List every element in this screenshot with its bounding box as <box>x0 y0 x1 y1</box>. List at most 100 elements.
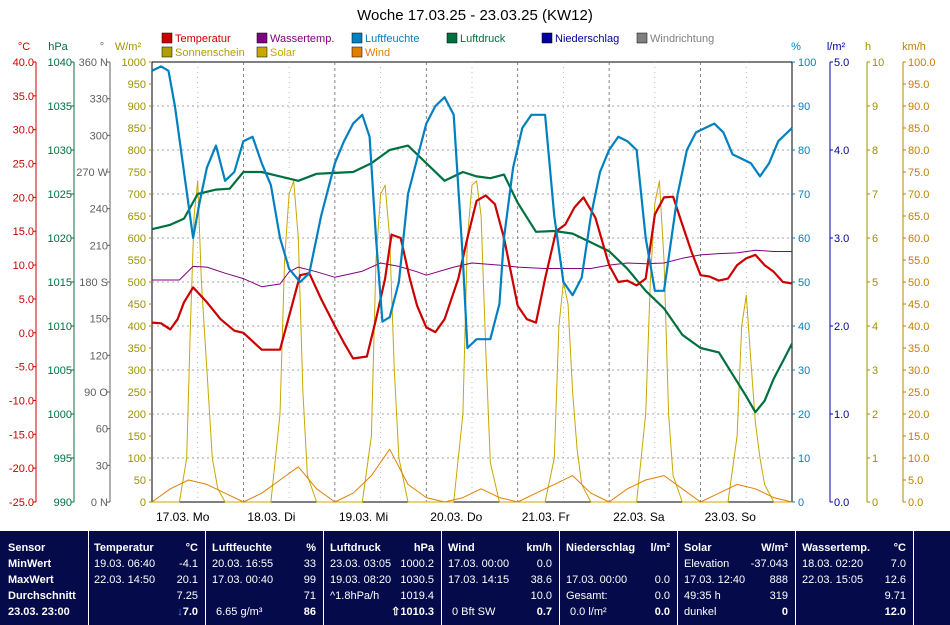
y-tick-label: 1 <box>872 453 878 465</box>
legend-swatch <box>636 32 648 44</box>
header-wind-unit: km/h <box>526 542 552 554</box>
y-tick-label: 6 <box>872 233 878 245</box>
y-tick-label: 4.0 <box>834 145 849 157</box>
header-pressure-unit: hPa <box>413 542 434 554</box>
row-label-min: MinWert <box>8 558 52 570</box>
header-temperature: Temperatur <box>94 542 154 554</box>
y-tick-label: 0.0 <box>19 328 34 340</box>
series-line-wassertemp <box>152 249 792 288</box>
y-tick-label: 995 <box>54 453 72 465</box>
legend-label: Niederschlag <box>555 33 619 45</box>
wind-max-time: 17.03. 14:15 <box>448 574 510 586</box>
temp-average: 7.25 <box>176 590 198 602</box>
header-rain: Niederschlag <box>566 542 636 554</box>
y-tick-label: 700 <box>128 189 146 201</box>
legend-label: Sonnenschein <box>175 47 245 59</box>
chart-legend: Temperatur Wassertemp. Luftfeuchte Luftdruc… <box>161 32 714 59</box>
legend-label: Wind <box>365 47 390 59</box>
header-pressure: Luftdruck <box>330 542 381 554</box>
y-axis-unit: °C <box>18 41 30 53</box>
press-average: 1019.4 <box>400 590 434 602</box>
y-tick-label: 9 <box>872 101 878 113</box>
y-tick-label: 2 <box>872 409 878 421</box>
hum-min-value: 33 <box>303 558 316 570</box>
rain-total: 0.0 <box>654 590 670 602</box>
y-tick-label: 25.0 <box>908 387 929 399</box>
y-tick-label: 0 <box>798 497 804 509</box>
solar-max-value: 888 <box>769 574 788 586</box>
temp-current: 7.0 <box>182 606 198 618</box>
y-tick-label: 300 <box>128 365 146 377</box>
press-trend: ^1.8hPa/h <box>330 590 380 602</box>
water-min-time: 18.03. 02:20 <box>802 558 864 570</box>
y-tick-label: 240 <box>90 204 108 216</box>
y-tick-label: 400 <box>128 321 146 333</box>
y-tick-label: -10.0 <box>9 395 34 407</box>
hum-min-time: 20.03. 16:55 <box>212 558 274 570</box>
y-tick-label: 650 <box>128 211 146 223</box>
y-tick-label: 20.0 <box>13 192 34 204</box>
y-tick-label: 500 <box>128 277 146 289</box>
y-tick-label: 40.0 <box>13 57 34 69</box>
y-tick-label: 50.0 <box>908 277 929 289</box>
y-tick-label: 60 <box>96 424 108 436</box>
y-tick-label: 3.0 <box>834 233 849 245</box>
solar-max-time: 17.03. 12:40 <box>684 574 746 586</box>
y-tick-label: 750 <box>128 167 146 179</box>
y-tick-label: 5.0 <box>834 57 849 69</box>
y-axis-unit: W/m² <box>115 41 142 53</box>
y-tick-label: 5.0 <box>908 475 923 487</box>
y-tick-label: 70.0 <box>908 189 929 201</box>
y-tick-label: 2.0 <box>834 321 849 333</box>
series-line-solar <box>152 180 792 503</box>
solar-average: 319 <box>769 590 788 602</box>
y-tick-label: 950 <box>128 79 146 91</box>
y-tick-label: 330 <box>90 94 108 106</box>
y-tick-label: 0.0 <box>908 497 923 509</box>
y-tick-label: 5.0 <box>19 294 34 306</box>
y-tick-label: 30.0 <box>908 365 929 377</box>
y-tick-label: 1.0 <box>834 409 849 421</box>
y-tick-label: 65.0 <box>908 211 929 223</box>
y-tick-label: 0 <box>872 497 878 509</box>
y-tick-label: 90.0 <box>908 101 929 113</box>
hum-current: 86 <box>303 606 316 618</box>
solar-elevation-label: Elevation <box>684 558 730 570</box>
rain-rate: 0.0 l/m² <box>570 606 607 618</box>
header-water-temp: Wassertemp. <box>802 542 871 554</box>
y-tick-label: 200 <box>128 409 146 421</box>
plot-area <box>151 65 793 503</box>
solar-current: 0 <box>781 606 788 618</box>
y-tick-label: 40.0 <box>908 321 929 333</box>
wind-max-value: 38.6 <box>530 574 552 586</box>
y-tick-label: 150 <box>90 314 108 326</box>
y-axis-unit: ° <box>100 41 104 53</box>
water-average: 9.71 <box>884 590 906 602</box>
y-tick-label: 100 <box>128 453 146 465</box>
solar-sun-hours: 49:35 h <box>684 590 721 602</box>
y-tick-label: 90 <box>798 101 810 113</box>
legend-label: Luftfeuchte <box>365 33 419 45</box>
y-tick-label: 95.0 <box>908 79 929 91</box>
y-tick-label: 50 <box>134 475 146 487</box>
y-tick-label: 0 <box>140 497 146 509</box>
y-tick-label: 100.0 <box>908 57 936 69</box>
water-current: 12.0 <box>884 606 906 618</box>
series-line-wind <box>151 448 793 503</box>
wind-average: 10.0 <box>530 590 552 602</box>
y-tick-label: 10.0 <box>908 453 929 465</box>
solar-elevation: -37.043 <box>750 558 788 570</box>
header-water-temp-unit: °C <box>893 542 906 554</box>
header-solar: Solar <box>684 542 712 554</box>
y-tick-label: 30.0 <box>13 125 34 137</box>
y-tick-label: 30 <box>798 365 810 377</box>
x-tick-label: 17.03. Mo <box>156 510 210 524</box>
temp-trend-arrow: ↓ <box>177 606 183 618</box>
y-tick-label: 15.0 <box>908 431 929 443</box>
y-tick-label: 80 <box>798 145 810 157</box>
legend-swatch <box>256 46 268 58</box>
press-max-time: 19.03. 08:20 <box>330 574 392 586</box>
rain-max-time: 17.03. 00:00 <box>566 574 628 586</box>
y-tick-label: 1030 <box>48 145 72 157</box>
row-label-current: 23.03. 23:00 <box>8 606 70 618</box>
